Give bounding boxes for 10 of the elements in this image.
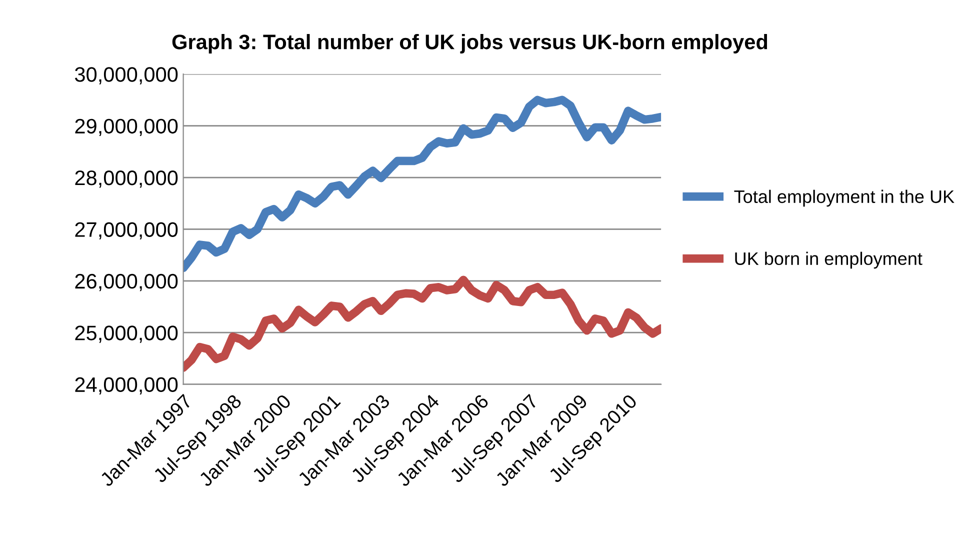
y-tick-label: 25,000,000 bbox=[75, 326, 178, 343]
y-tick-label: 24,000,000 bbox=[75, 377, 178, 395]
y-tick-label: 30,000,000 bbox=[74, 67, 178, 84]
y-tick-label: 27,000,000 bbox=[75, 222, 178, 240]
legend-label: UK born in employment bbox=[735, 252, 922, 269]
legend-label: Total employment in the UK bbox=[734, 190, 954, 207]
y-tick-label: 28,000,000 bbox=[75, 170, 178, 188]
chart-title: Graph 3: Total number of UK jobs versus UK-born employed bbox=[172, 34, 768, 54]
y-tick-label: 26,000,000 bbox=[75, 274, 178, 292]
y-tick-label: 29,000,000 bbox=[75, 118, 178, 136]
